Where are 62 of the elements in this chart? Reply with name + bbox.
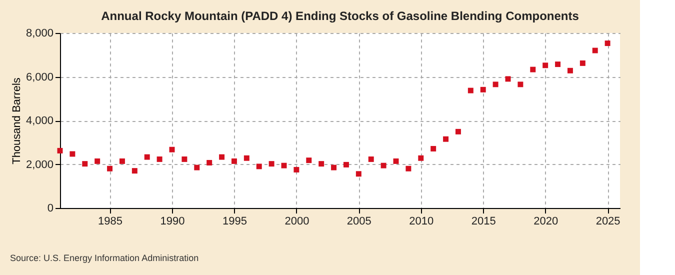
point [82, 161, 88, 167]
point [244, 155, 250, 161]
y-tick-label: 4,000 [26, 115, 54, 127]
point [144, 154, 150, 160]
point [480, 86, 486, 92]
point [94, 158, 100, 164]
x-tick-label: 2000 [284, 216, 310, 228]
source-note: Source: U.S. Energy Information Administration [10, 253, 199, 263]
y-axis-title: Thousand Barrels [10, 77, 23, 164]
point [406, 166, 412, 172]
point [555, 62, 561, 68]
x-tick-label: 2010 [409, 216, 434, 228]
point [107, 166, 113, 172]
y-tick-label: 8,000 [26, 28, 54, 40]
point [393, 158, 399, 164]
point [169, 146, 175, 152]
point [231, 158, 237, 164]
point [492, 82, 498, 88]
point [57, 148, 63, 154]
x-tick-label: 2025 [596, 216, 620, 228]
y-tick-label: 6,000 [26, 71, 54, 84]
x-tick-label: 2005 [346, 216, 372, 228]
point [132, 168, 138, 174]
y-tick-label: 0 [47, 202, 54, 214]
point [430, 146, 436, 152]
x-tick-label: 2015 [471, 216, 496, 228]
point [219, 154, 225, 160]
point [70, 151, 76, 157]
point [156, 156, 162, 162]
point [530, 66, 536, 72]
x-tick-label: 2020 [534, 216, 558, 228]
point [343, 162, 349, 168]
point [294, 166, 300, 172]
point [318, 161, 324, 167]
y-tick-label: 2,000 [26, 158, 54, 171]
point [281, 162, 287, 168]
point [268, 161, 274, 167]
point [518, 82, 524, 88]
x-tick-label: 1990 [160, 216, 185, 228]
point [119, 158, 125, 164]
point [256, 164, 262, 170]
point [182, 156, 188, 162]
point [194, 164, 200, 170]
x-tick-label: 1995 [222, 216, 247, 228]
point [418, 155, 424, 161]
point [567, 68, 573, 74]
point [443, 136, 449, 142]
point [455, 128, 461, 134]
point [604, 40, 610, 46]
point [542, 62, 548, 68]
chart-title: Annual Rocky Mountain (PADD 4) Ending Stocks of Gasoline Blending Components [101, 9, 580, 23]
point [380, 162, 386, 168]
point [368, 156, 374, 162]
point [505, 76, 511, 82]
point [206, 160, 212, 166]
point [306, 158, 312, 164]
point [592, 48, 598, 54]
point [356, 171, 362, 177]
point [331, 164, 337, 170]
x-tick-label: 1985 [98, 216, 123, 228]
point [580, 60, 586, 66]
point [468, 88, 474, 94]
